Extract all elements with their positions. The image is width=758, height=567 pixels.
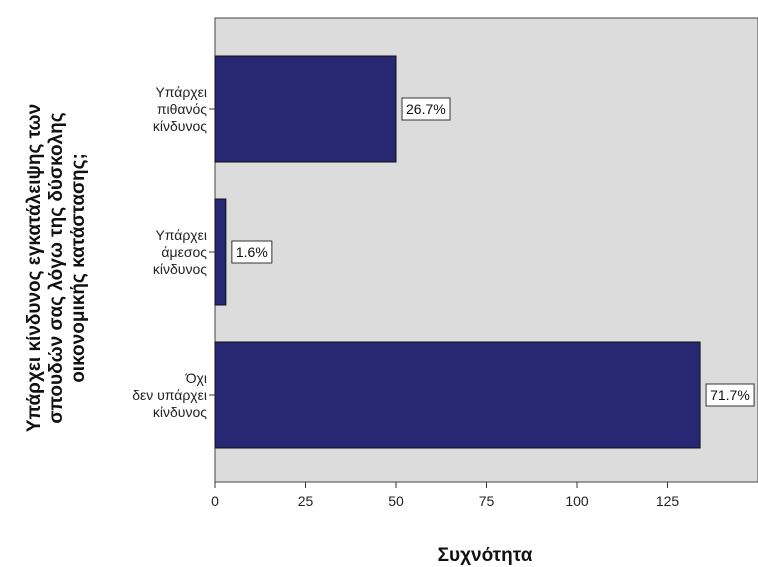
category-label-0-1: πιθανός — [157, 101, 207, 117]
data-label-2: 71.7% — [705, 383, 755, 407]
x-axis-title: Συχνότητα — [438, 545, 533, 566]
data-label-1: 1.6% — [231, 240, 273, 264]
svg-text:71.7%: 71.7% — [710, 387, 750, 403]
category-label-1-1: άμεσος — [161, 244, 207, 260]
category-label-0-0: Υπάρχει — [155, 84, 207, 100]
svg-text:1.6%: 1.6% — [236, 244, 268, 260]
category-label-1-2: κίνδυνος — [153, 261, 207, 277]
bar-1 — [214, 198, 227, 306]
category-label-2-1: δεν υπάρχει — [132, 387, 207, 403]
x-tick-label-3: 75 — [479, 493, 495, 509]
x-tick-label-0: 0 — [211, 493, 219, 509]
data-label-0: 26.7% — [401, 97, 451, 121]
y-axis-title-line-0: Υπάρχει κίνδυνος εγκατάλειψης των — [24, 104, 45, 432]
x-tick-label-1: 25 — [298, 493, 314, 509]
category-label-1-0: Υπάρχει — [155, 227, 207, 243]
y-axis-title-line-1: σπουδών σας λόγω της δύσκολης — [46, 112, 67, 423]
x-tick-label-2: 50 — [388, 493, 404, 509]
category-label-2-0: Όχι — [185, 370, 207, 386]
category-label-0-2: κίνδυνος — [153, 118, 207, 134]
svg-text:26.7%: 26.7% — [406, 101, 446, 117]
category-label-2-2: κίνδυνος — [153, 404, 207, 420]
x-tick-label-4: 100 — [565, 493, 589, 509]
bar-0 — [214, 55, 397, 163]
y-axis-title-line-2: οικονομικής κατάστασης; — [68, 153, 89, 383]
bar-2 — [214, 341, 701, 449]
y-axis-title: Υπάρχει κίνδυνος εγκατάλειψης τωνσπουδών… — [24, 104, 89, 432]
x-tick-label-5: 125 — [656, 493, 680, 509]
